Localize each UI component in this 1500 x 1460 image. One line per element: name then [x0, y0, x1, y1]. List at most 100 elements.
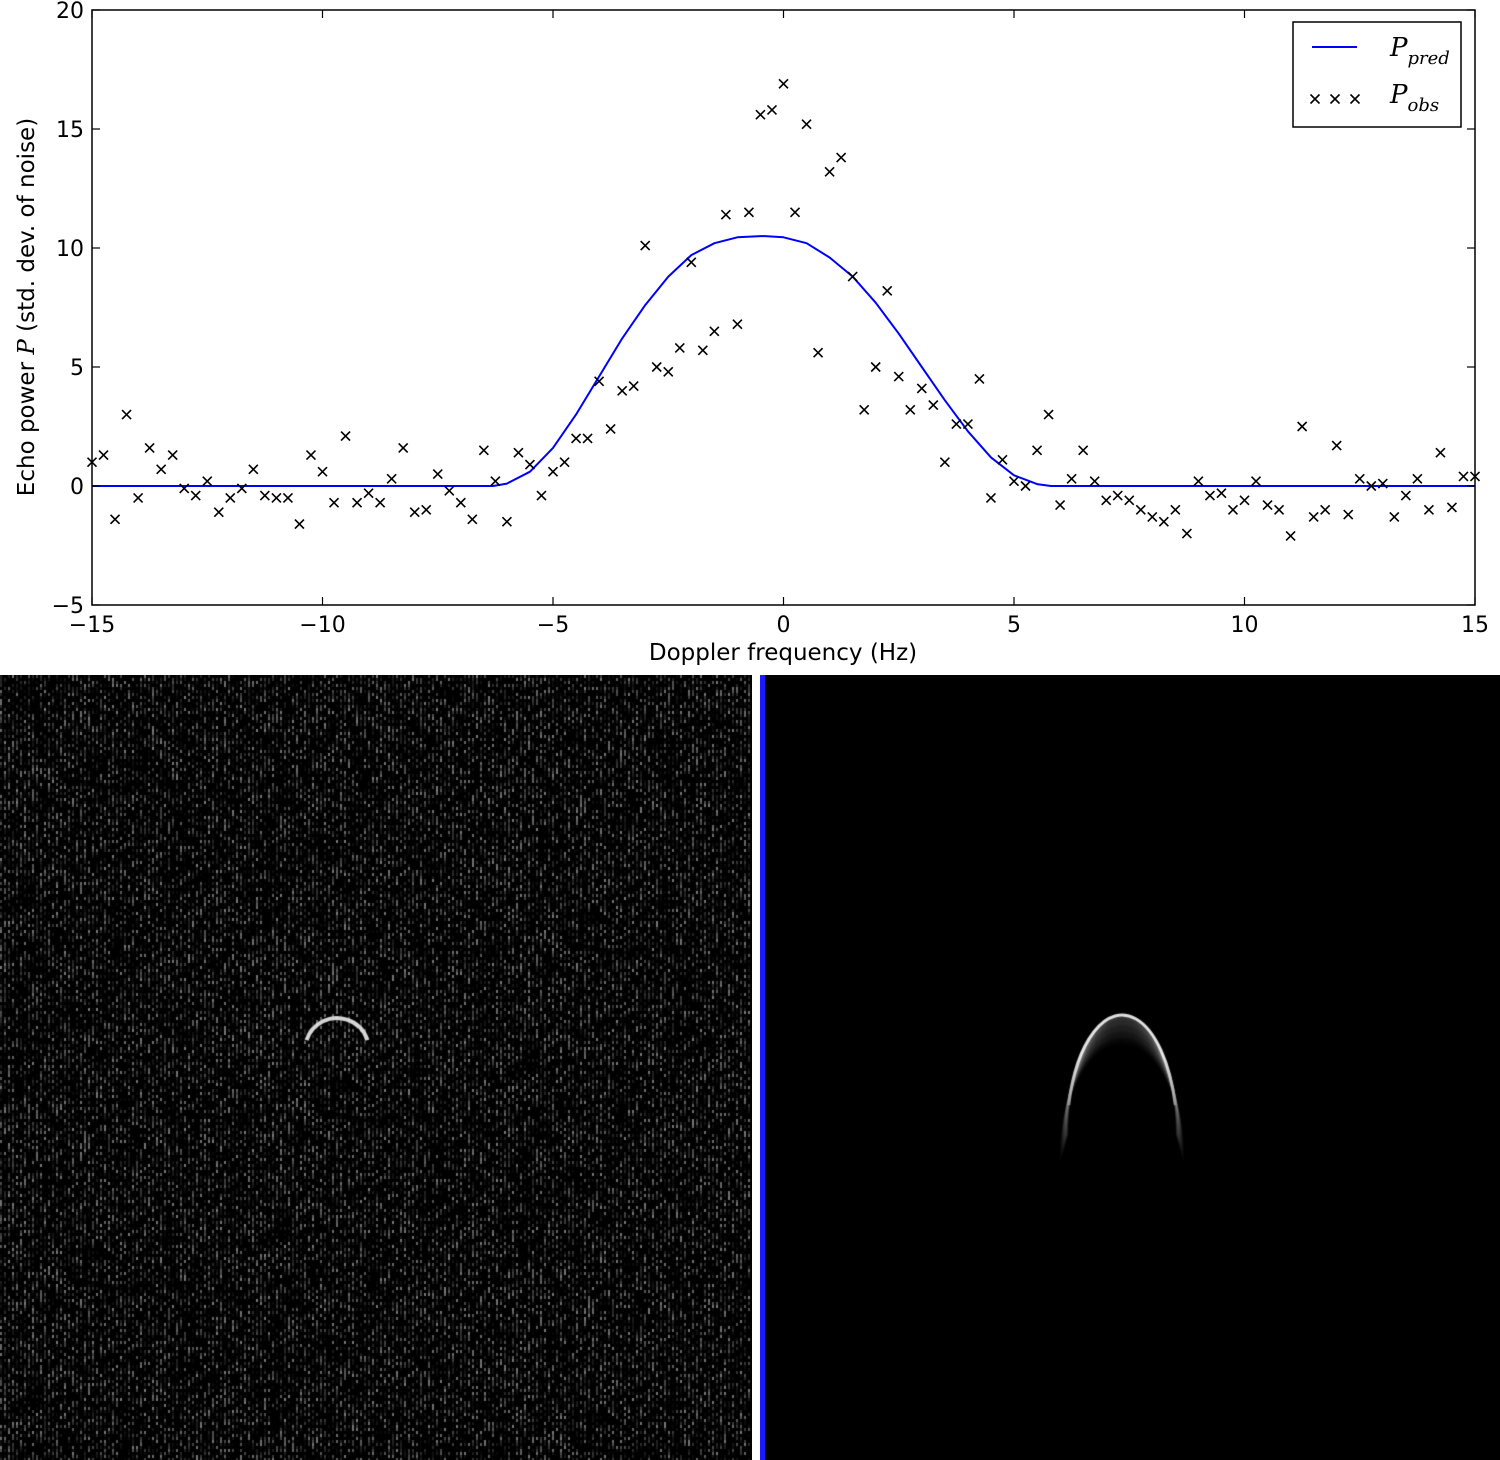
- data-point-obs: [167, 449, 178, 461]
- data-point-obs: [271, 492, 282, 503]
- data-point-obs: [305, 449, 317, 461]
- data-point-obs: [1274, 504, 1285, 515]
- data-point-obs: [651, 361, 662, 373]
- data-point-obs: [1066, 473, 1077, 484]
- data-point-obs: [882, 285, 893, 296]
- y-tick-label: 10: [56, 237, 84, 262]
- legend-marker-obs: [1329, 93, 1341, 105]
- data-point-obs: [1458, 471, 1469, 482]
- data-point-obs: [974, 373, 985, 384]
- data-point-obs: [375, 497, 386, 508]
- data-point-obs: [628, 380, 639, 392]
- marker-layer: [86, 78, 1481, 542]
- data-point-obs: [1377, 478, 1388, 489]
- x-tick-label: −15: [69, 613, 115, 638]
- data-point-obs: [893, 371, 904, 382]
- y-axis-label: Echo power P (std. dev. of noise): [14, 118, 40, 496]
- data-point-obs: [916, 383, 927, 394]
- data-point-obs: [1170, 504, 1181, 515]
- data-point-obs: [847, 271, 858, 282]
- data-point-obs: [179, 483, 190, 494]
- legend-label-pred-sub: pred: [1408, 48, 1450, 69]
- legend-label-obs: Pobs: [1389, 80, 1439, 116]
- data-point-obs: [674, 342, 685, 354]
- echo-power-chart: −15 −10 −5 0 5 10 15 −5 0 5 10 15 20 Doppler frequen…: [14, 0, 1489, 666]
- legend-label-pred: Ppred: [1389, 33, 1450, 69]
- data-point-obs: [1181, 528, 1192, 539]
- data-point-obs: [317, 466, 328, 477]
- data-point-obs: [1435, 447, 1446, 458]
- data-point-obs: [1147, 511, 1158, 523]
- x-axis-label: Doppler frequency (Hz): [649, 640, 917, 666]
- data-point-obs: [490, 476, 501, 487]
- data-point-obs: [1124, 495, 1135, 506]
- y-tick-label: −5: [52, 594, 84, 619]
- data-point-obs: [1262, 499, 1273, 511]
- data-point-obs: [1158, 516, 1169, 527]
- data-point-obs: [617, 385, 628, 396]
- legend-label-obs-name: P: [1389, 80, 1408, 110]
- data-point-obs: [1308, 511, 1319, 523]
- data-point-obs: [813, 347, 824, 358]
- data-point-obs: [939, 457, 950, 468]
- data-point-obs: [467, 514, 478, 525]
- x-tick-label: 10: [1231, 613, 1259, 638]
- data-point-obs: [455, 497, 466, 508]
- panel-divider: [760, 675, 765, 1460]
- y-tick-label: 5: [70, 356, 84, 381]
- data-point-obs: [605, 423, 616, 434]
- tick-layer: −15 −10 −5 0 5 10 15 −5 0 5 10 15 20: [52, 0, 1489, 638]
- data-point-obs: [513, 447, 524, 458]
- y-tick-label: 20: [56, 0, 84, 24]
- predicted-delay-doppler-image: [765, 675, 1500, 1460]
- data-point-obs: [547, 466, 559, 477]
- data-point-obs: [778, 78, 789, 89]
- observed-delay-doppler-image: [0, 675, 752, 1460]
- data-point-obs: [1285, 530, 1296, 542]
- data-point-obs: [133, 492, 144, 503]
- y-tick-label: 0: [70, 475, 84, 500]
- data-point-obs: [259, 490, 270, 501]
- data-point-obs: [905, 404, 916, 415]
- data-point-obs: [732, 319, 743, 330]
- data-point-obs: [663, 366, 674, 377]
- x-tick-label: 5: [1007, 613, 1021, 638]
- data-point-obs: [1135, 504, 1146, 515]
- data-point-obs: [1412, 473, 1423, 484]
- curve-layer: [92, 235, 1475, 487]
- data-point-obs: [156, 464, 167, 475]
- data-point-obs: [1193, 476, 1204, 487]
- data-point-obs: [1446, 502, 1458, 513]
- data-point-obs: [328, 497, 340, 508]
- data-point-obs: [1423, 504, 1434, 515]
- data-point-obs: [144, 442, 155, 453]
- data-point-obs: [1354, 473, 1365, 484]
- data-point-obs: [1020, 480, 1031, 492]
- data-point-obs: [386, 473, 397, 484]
- data-point-obs: [1055, 499, 1066, 511]
- data-point-obs: [248, 464, 259, 475]
- data-point-obs: [1089, 476, 1100, 487]
- data-point-obs: [98, 449, 109, 461]
- data-point-obs: [570, 433, 582, 444]
- data-point-obs: [236, 483, 247, 494]
- legend: Ppred Pobs: [1292, 21, 1462, 128]
- data-point-obs: [1227, 504, 1239, 515]
- y-axis-label-var: P: [14, 339, 40, 356]
- legend-box: [1292, 21, 1462, 128]
- data-point-obs: [190, 490, 201, 501]
- observed-image-canvas: [0, 675, 752, 1460]
- y-axis-label-prefix: Echo power: [14, 361, 40, 496]
- data-point-obs: [1343, 509, 1354, 520]
- legend-marker-obs: [1349, 93, 1361, 105]
- data-point-obs: [1112, 490, 1123, 501]
- y-tick-label: 15: [56, 118, 84, 143]
- legend-label-obs-sub: obs: [1408, 95, 1440, 116]
- data-point-obs: [121, 409, 132, 420]
- data-point-obs: [398, 442, 409, 453]
- data-point-obs: [1389, 511, 1400, 523]
- data-point-obs: [421, 504, 432, 515]
- data-point-obs: [501, 516, 512, 527]
- data-point-obs: [1297, 421, 1308, 432]
- data-point-obs: [409, 507, 420, 518]
